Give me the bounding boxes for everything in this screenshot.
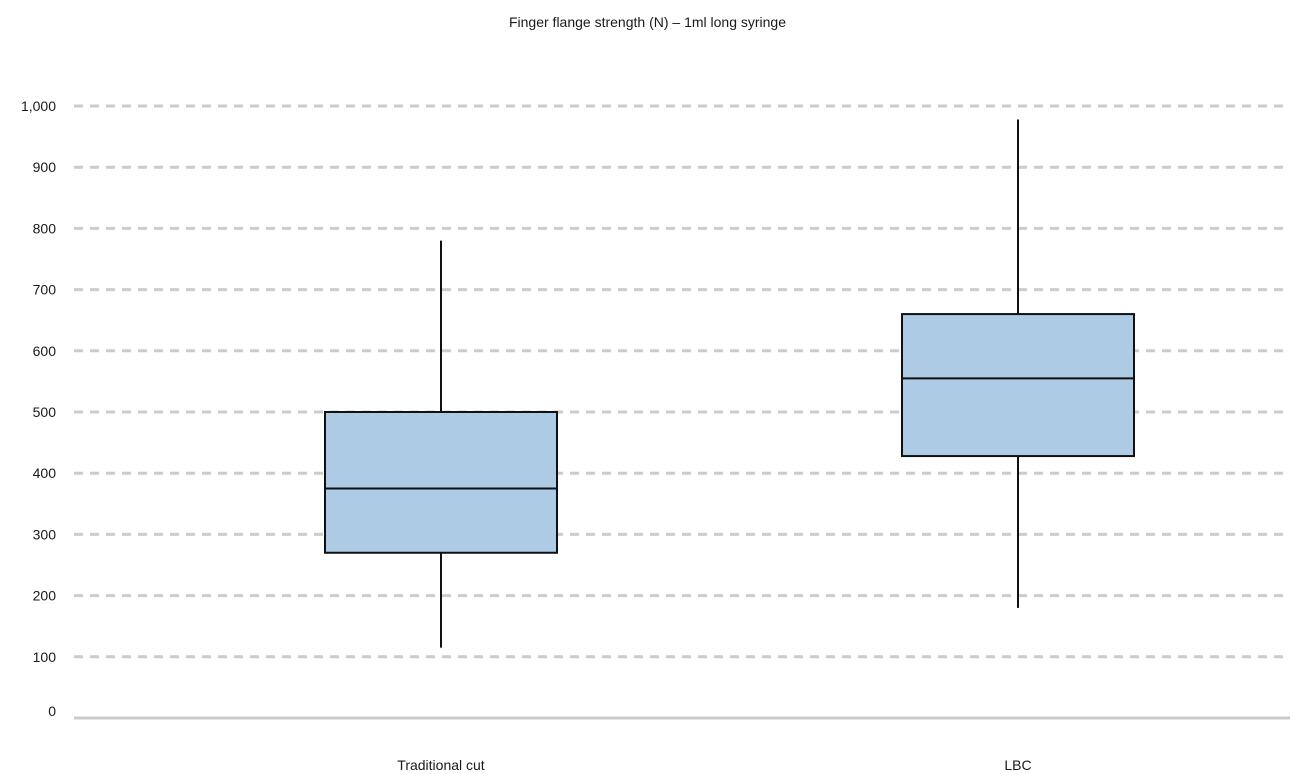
x-category-label-lbc: LBC — [1004, 757, 1031, 773]
y-tick-label-400: 400 — [33, 465, 57, 481]
y-tick-label-800: 800 — [33, 220, 57, 236]
y-tick-label-100: 100 — [33, 649, 57, 665]
y-axis-tick-labels: 0 100 200 300 400 500 600 700 800 900 1,000 — [21, 98, 56, 719]
y-tick-label-600: 600 — [33, 343, 57, 359]
y-tick-label-1000: 1,000 — [21, 98, 56, 114]
y-tick-label-200: 200 — [33, 588, 57, 604]
y-tick-label-900: 900 — [33, 159, 57, 175]
boxes — [325, 119, 1134, 647]
interquartile-box — [325, 412, 557, 553]
box-traditional-cut — [325, 241, 557, 648]
y-tick-label-0: 0 — [48, 703, 56, 719]
x-axis-category-labels: Traditional cut LBC — [397, 757, 1031, 773]
y-tick-label-300: 300 — [33, 526, 57, 542]
x-category-label-traditional-cut: Traditional cut — [397, 757, 485, 773]
y-tick-label-700: 700 — [33, 282, 57, 298]
interquartile-box — [902, 314, 1134, 456]
y-tick-label-500: 500 — [33, 404, 57, 420]
